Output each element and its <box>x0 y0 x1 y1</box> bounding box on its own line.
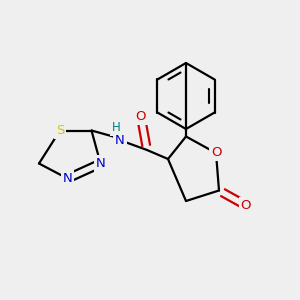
Text: O: O <box>211 146 221 160</box>
Text: O: O <box>241 199 251 212</box>
Text: H: H <box>112 121 121 134</box>
Text: N: N <box>96 157 105 170</box>
Text: N: N <box>63 172 72 185</box>
Text: O: O <box>136 110 146 124</box>
Text: N: N <box>115 134 125 147</box>
Text: S: S <box>56 124 64 137</box>
